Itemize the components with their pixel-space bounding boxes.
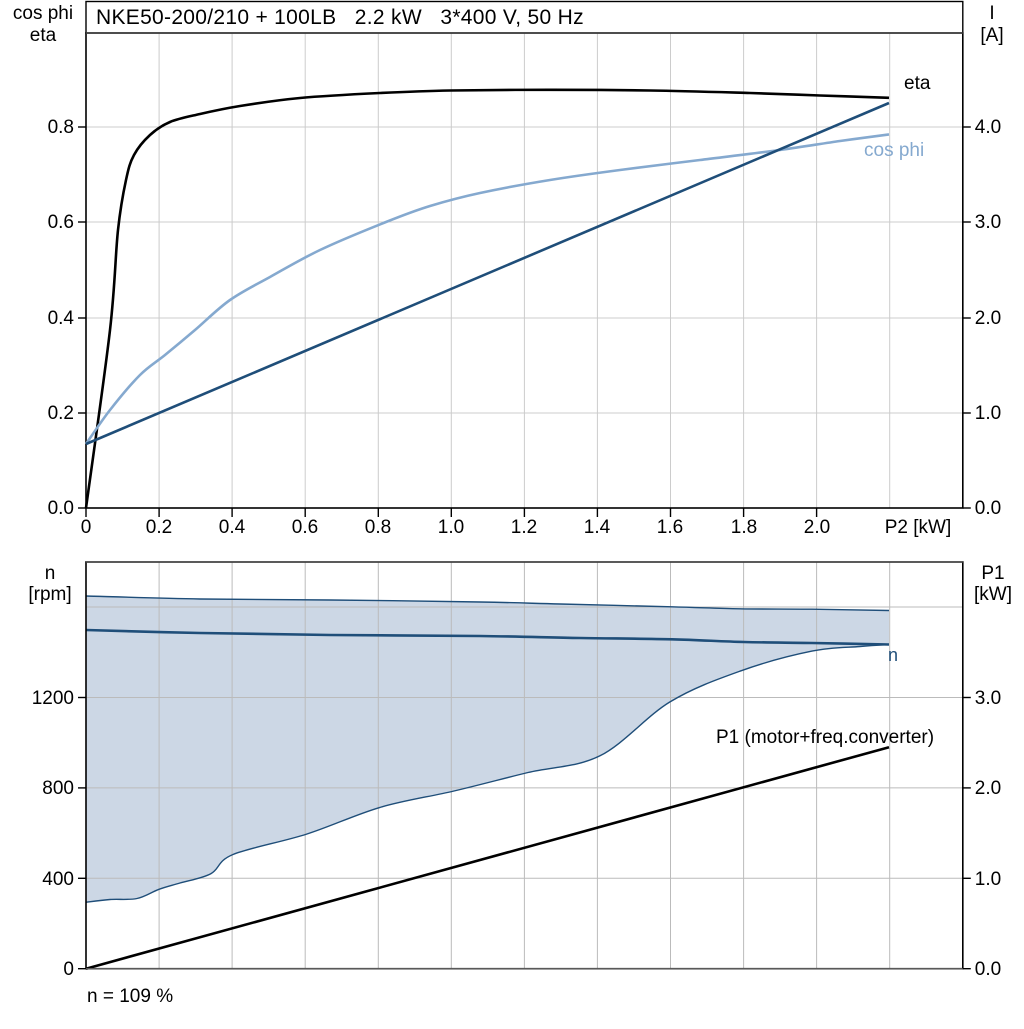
svg-text:800: 800 <box>42 778 74 799</box>
svg-text:0.2: 0.2 <box>146 517 172 538</box>
svg-text:0.2: 0.2 <box>48 403 74 424</box>
svg-text:eta: eta <box>904 73 931 94</box>
svg-text:1.2: 1.2 <box>511 517 537 538</box>
svg-text:0.8: 0.8 <box>365 517 391 538</box>
svg-text:400: 400 <box>42 869 74 890</box>
svg-text:[A]: [A] <box>980 25 1003 46</box>
svg-text:P1: P1 <box>981 563 1004 584</box>
svg-text:P2 [kW]: P2 [kW] <box>885 517 952 538</box>
svg-text:n = 109 %: n = 109 % <box>87 986 173 1007</box>
svg-text:0.0: 0.0 <box>975 498 1001 519</box>
svg-text:0.8: 0.8 <box>48 117 74 138</box>
svg-text:1.4: 1.4 <box>584 517 611 538</box>
svg-text:0.6: 0.6 <box>292 517 318 538</box>
svg-text:2.0: 2.0 <box>804 517 830 538</box>
svg-text:0: 0 <box>63 959 74 980</box>
svg-text:0.4: 0.4 <box>48 308 75 329</box>
svg-text:0.4: 0.4 <box>219 517 246 538</box>
svg-text:cos phi: cos phi <box>13 3 73 24</box>
svg-text:I: I <box>989 3 994 24</box>
svg-text:2.0: 2.0 <box>975 778 1001 799</box>
svg-text:4.0: 4.0 <box>975 117 1001 138</box>
svg-text:0.0: 0.0 <box>975 959 1001 980</box>
svg-text:cos phi: cos phi <box>864 140 924 161</box>
svg-text:[kW]: [kW] <box>974 584 1012 605</box>
svg-text:P1 (motor+freq.converter): P1 (motor+freq.converter) <box>716 727 934 748</box>
svg-text:1200: 1200 <box>32 688 74 709</box>
svg-text:1.0: 1.0 <box>975 869 1001 890</box>
svg-text:0.0: 0.0 <box>48 498 74 519</box>
svg-text:3.0: 3.0 <box>975 688 1001 709</box>
svg-text:1.0: 1.0 <box>975 403 1001 424</box>
svg-text:1.0: 1.0 <box>438 517 464 538</box>
svg-text:n: n <box>888 645 898 665</box>
svg-text:n: n <box>45 563 56 584</box>
svg-text:1.6: 1.6 <box>657 517 683 538</box>
svg-text:[rpm]: [rpm] <box>28 584 71 605</box>
svg-text:0: 0 <box>81 517 92 538</box>
svg-text:3.0: 3.0 <box>975 212 1001 233</box>
svg-text:0.6: 0.6 <box>48 212 74 233</box>
svg-text:NKE50-200/210 + 100LB 2.2 kW: NKE50-200/210 + 100LB 2.2 kW 3*400 V, 50… <box>96 6 584 29</box>
svg-text:1.8: 1.8 <box>731 517 757 538</box>
svg-text:eta: eta <box>30 25 57 46</box>
svg-text:2.0: 2.0 <box>975 308 1001 329</box>
